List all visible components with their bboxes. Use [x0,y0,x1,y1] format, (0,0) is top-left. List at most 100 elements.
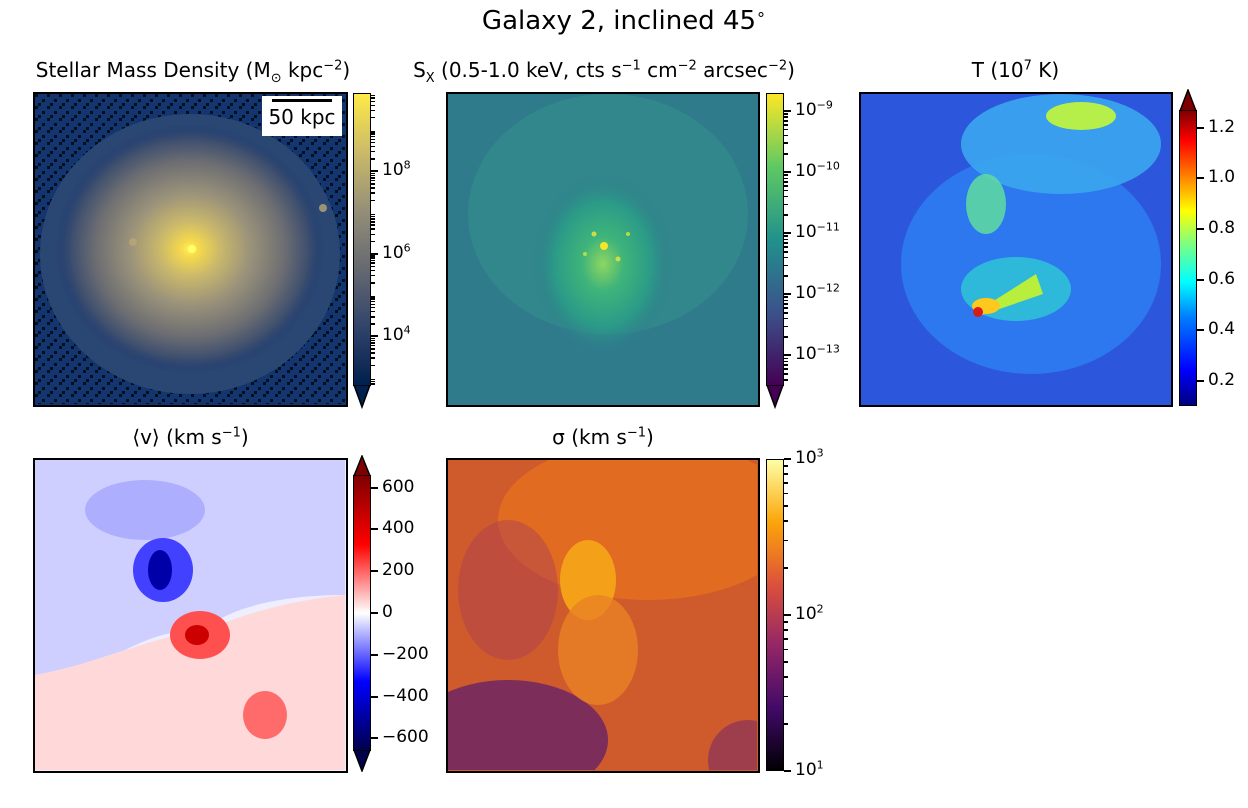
xray-colorbar-tick [784,110,791,113]
dispersion-colorbar-tick-label: 103 [795,447,824,467]
xray-colorbar-minor-tick [784,235,788,237]
stellar-colorbar-minor-tick [371,348,375,350]
xray-colorbar-minor-tick [784,360,788,363]
xray-colorbar-minor-tick [784,357,788,360]
stellar-colorbar-minor-tick [371,378,375,381]
stellar-colorbar-minor-tick [371,316,375,318]
stellar-title: Stellar Mass Density (M⊙ kpc−2) [35,58,351,86]
stellar-colorbar-minor-tick [371,179,375,182]
stellar-map: 50 kpc [33,92,348,407]
dispersion-colorbar-minor-tick [784,648,788,651]
velocity-colorbar-tick [371,737,378,740]
tick-exponent: 2 [816,602,824,616]
xray-colorbar-minor-tick [784,303,788,305]
dispersion-map [446,458,760,773]
stellar-colorbar-minor-tick [371,300,375,303]
xray-colorbar-extend-min [766,385,784,409]
dispersion-colorbar-minor-tick [784,505,788,507]
stellar-colorbar-minor-tick [371,135,375,138]
stellar-colorbar-minor-tick [371,255,375,257]
stellar-colorbar-minor-tick [371,357,375,359]
stellar-colorbar-minor-tick [371,192,375,194]
xray-colorbar-tick [784,354,791,357]
stellar-colorbar-minor-tick [371,306,375,309]
velocity-colorbar-tick [371,528,378,531]
dispersion-colorbar-tick [784,614,791,616]
figure-title: Galaxy 2, inclined 45∘ [481,4,767,36]
stellar-colorbar-minor-tick [371,274,375,277]
velocity-colorbar-tick-label: 400 [382,518,415,539]
stellar-colorbar-minor-tick [371,233,375,235]
temperature-colorbar-tick-label: 1.0 [1208,167,1236,188]
dispersion-colorbar-minor-tick [784,465,788,467]
tick-exponent: −13 [816,342,840,356]
xray-colorbar-tick-label: 10−10 [795,161,840,182]
stellar-colorbar-minor-tick [371,158,375,160]
xray-colorbar-minor-tick [784,116,788,118]
tick-exponent: 8 [403,158,411,172]
stellar-colorbar-minor-tick [371,323,375,325]
xray-colorbar-minor-tick [784,299,788,302]
dispersion-colorbar-tick [784,458,791,460]
stellar-colorbar-minor-tick [371,187,375,189]
temperature-colorbar-tick-label: 0.4 [1208,319,1236,340]
xray-colorbar-minor-tick [784,189,788,192]
stellar-colorbar-minor-tick [371,257,375,259]
stellar-colorbar-tick [371,335,378,338]
stellar-colorbar-tick-label: 104 [382,325,411,344]
tick-base: 10 [795,161,817,182]
xray-colorbar-minor-tick [784,264,788,267]
stellar-colorbar-minor-tick [371,141,375,144]
temperature-map [859,92,1173,407]
xray-colorbar-minor-tick [784,177,788,180]
xray-colorbar-minor-tick [784,251,788,253]
stellar-colorbar [353,93,371,386]
temperature-colorbar-extend-max [1179,89,1197,111]
stellar-colorbar-minor-tick [371,150,375,153]
xray-colorbar-minor-tick [784,275,788,277]
tick-exponent: 1 [816,758,824,772]
temperature-colorbar-tick [1197,379,1204,382]
xray-colorbar-minor-tick [784,246,788,248]
xray-colorbar-minor-tick [784,336,788,338]
stellar-colorbar-minor-tick [371,265,375,268]
dispersion-colorbar-minor-tick [784,638,788,640]
xray-colorbar-tick-label: 10−13 [795,342,840,365]
xray-colorbar-minor-tick [784,379,788,381]
xray-colorbar-minor-tick [784,242,788,244]
velocity-title: ⟨v⟩ (km s−1) [132,425,249,449]
xray-colorbar-minor-tick [784,124,788,126]
velocity-map [33,458,348,773]
dispersion-colorbar-minor-tick [784,482,788,484]
xray-colorbar-minor-tick [784,317,788,320]
velocity-colorbar-tick [371,612,378,614]
xray-colorbar-minor-tick [784,113,788,115]
temperature-colorbar-tick [1197,126,1204,129]
dispersion-title: σ (km s−1) [552,425,654,449]
stellar-colorbar-minor-tick [371,262,375,264]
xray-colorbar-minor-tick [784,373,788,375]
dispersion-colorbar [766,459,784,771]
stellar-colorbar-minor-tick [371,224,375,226]
stellar-colorbar-minor-tick [371,172,375,175]
temperature-colorbar-tick [1197,278,1204,281]
stellar-colorbar-minor-tick [371,352,375,354]
stellar-colorbar-minor-tick [371,296,375,298]
stellar-colorbar-minor-tick [371,174,375,177]
stellar-colorbar-minor-tick [371,380,375,383]
dispersion-colorbar-minor-tick [784,695,788,698]
stellar-colorbar-minor-tick [371,215,375,218]
dispersion-colorbar-tick-label: 101 [795,759,824,779]
dispersion-colorbar-minor-tick [784,492,788,495]
dispersion-colorbar-minor-tick [784,661,788,663]
tick-base: 10 [795,344,817,365]
stellar-colorbar-minor-tick [371,104,375,107]
stellar-colorbar-minor-tick [371,339,375,342]
velocity-colorbar-tick [371,653,378,656]
stellar-colorbar-minor-tick [371,337,375,340]
stellar-colorbar-minor-tick [371,133,375,135]
stellar-colorbar-minor-tick [371,310,375,313]
stellar-colorbar-minor-tick [371,269,375,272]
stellar-colorbar-minor-tick [371,344,375,347]
dispersion-colorbar-minor-tick [784,723,788,725]
